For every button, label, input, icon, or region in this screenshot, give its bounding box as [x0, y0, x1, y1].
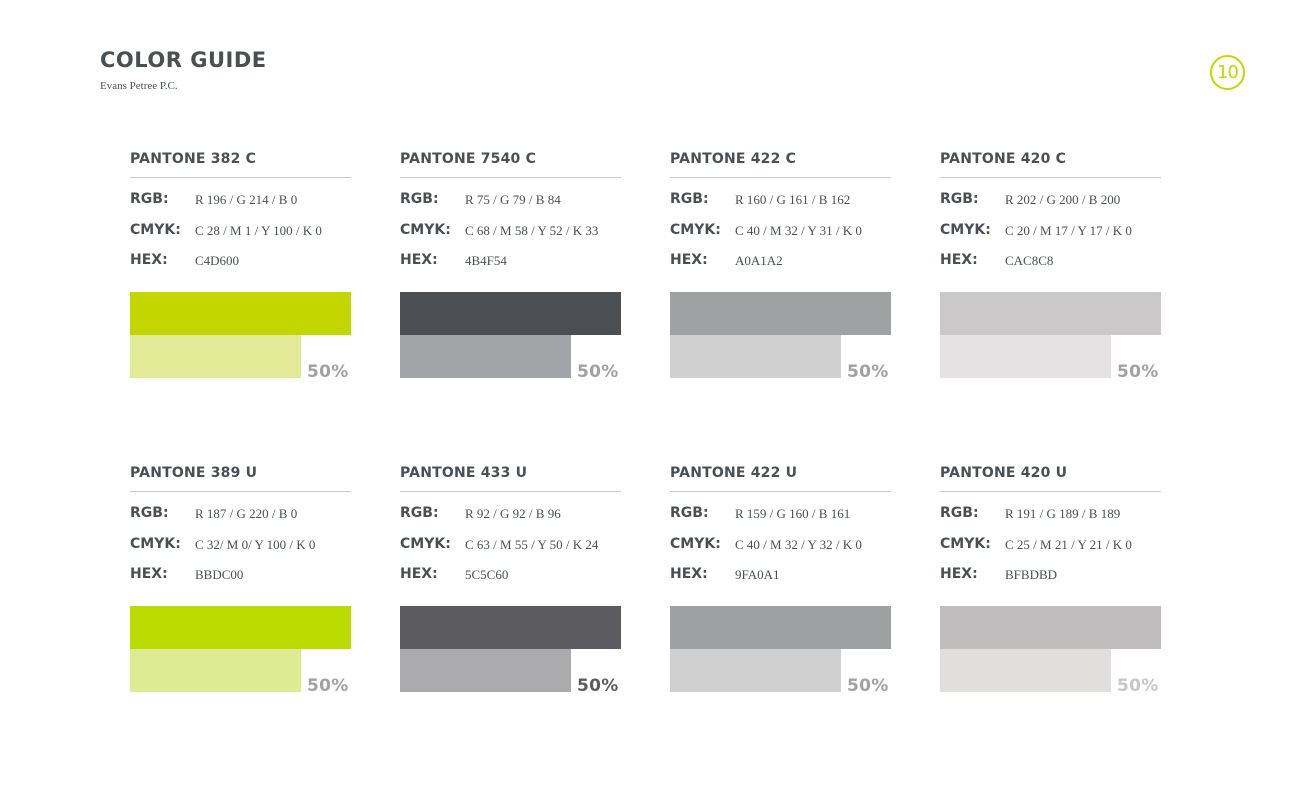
- divider: [130, 177, 351, 178]
- divider: [670, 491, 891, 492]
- cmyk-value: C 20 / M 17 / Y 17 / K 0: [1005, 223, 1132, 238]
- page-title: COLOR GUIDE: [100, 48, 267, 72]
- divider: [940, 491, 1161, 492]
- cmyk-value: C 40 / M 32 / Y 32 / K 0: [735, 537, 862, 552]
- swatch-name: PANTONE 420 C: [940, 151, 1067, 167]
- color-swatch-tint: [130, 649, 301, 692]
- cmyk-label: CMYK:: [130, 222, 181, 238]
- page-subtitle: Evans Petree P.C.: [100, 80, 178, 92]
- tint-percentage: 50%: [307, 676, 349, 696]
- cmyk-label: CMYK:: [670, 536, 721, 552]
- cmyk-label: CMYK:: [400, 222, 451, 238]
- hex-value: CAC8C8: [1005, 253, 1054, 268]
- swatch-card: PANTONE 382 C RGB: R 196 / G 214 / B 0 C…: [130, 151, 351, 281]
- swatch-name: PANTONE 420 U: [940, 465, 1068, 481]
- hex-label: HEX:: [940, 566, 978, 582]
- rgb-label: RGB:: [940, 505, 979, 521]
- tint-percentage: 50%: [1117, 362, 1159, 382]
- color-swatch-tint: [670, 649, 841, 692]
- divider: [400, 177, 621, 178]
- hex-value: BFBDBD: [1005, 567, 1058, 582]
- swatch-card: PANTONE 433 U RGB: R 92 / G 92 / B 96 CM…: [400, 465, 621, 595]
- cmyk-value: C 63 / M 55 / Y 50 / K 24: [465, 537, 599, 552]
- rgb-label: RGB:: [130, 505, 169, 521]
- color-swatch-tint: [940, 335, 1111, 378]
- divider: [940, 177, 1161, 178]
- swatch-card: PANTONE 420 U RGB: R 191 / G 189 / B 189…: [940, 465, 1161, 595]
- color-swatch-tint: [400, 335, 571, 378]
- swatch-name: PANTONE 422 U: [670, 465, 798, 481]
- color-swatch-full: [940, 292, 1161, 335]
- tint-percentage: 50%: [847, 362, 889, 382]
- rgb-value: R 191 / G 189 / B 189: [1005, 506, 1121, 521]
- cmyk-label: CMYK:: [670, 222, 721, 238]
- hex-label: HEX:: [940, 252, 978, 268]
- color-swatch-full: [400, 292, 621, 335]
- hex-label: HEX:: [130, 566, 168, 582]
- color-swatch-full: [400, 606, 621, 649]
- rgb-value: R 159 / G 160 / B 161: [735, 506, 851, 521]
- cmyk-value: C 68 / M 58 / Y 52 / K 33: [465, 223, 599, 238]
- tint-percentage: 50%: [577, 362, 619, 382]
- hex-value: 5C5C60: [465, 567, 509, 582]
- divider: [130, 491, 351, 492]
- cmyk-label: CMYK:: [400, 536, 451, 552]
- rgb-label: RGB:: [670, 191, 709, 207]
- color-swatch-full: [130, 606, 351, 649]
- page-number-badge: 10: [1210, 55, 1245, 90]
- rgb-label: RGB:: [400, 505, 439, 521]
- cmyk-value: C 25 / M 21 / Y 21 / K 0: [1005, 537, 1132, 552]
- swatch-name: PANTONE 382 C: [130, 151, 257, 167]
- hex-label: HEX:: [400, 566, 438, 582]
- rgb-value: R 196 / G 214 / B 0: [195, 192, 298, 207]
- cmyk-label: CMYK:: [940, 222, 991, 238]
- cmyk-label: CMYK:: [940, 536, 991, 552]
- color-swatch-full: [130, 292, 351, 335]
- cmyk-label: CMYK:: [130, 536, 181, 552]
- hex-label: HEX:: [670, 252, 708, 268]
- swatch-name: PANTONE 422 C: [670, 151, 797, 167]
- rgb-value: R 75 / G 79 / B 84: [465, 192, 561, 207]
- rgb-value: R 202 / G 200 / B 200: [1005, 192, 1121, 207]
- rgb-label: RGB:: [940, 191, 979, 207]
- swatch-card: PANTONE 420 C RGB: R 202 / G 200 / B 200…: [940, 151, 1161, 281]
- color-swatch-tint: [670, 335, 841, 378]
- hex-label: HEX:: [130, 252, 168, 268]
- swatch-card: PANTONE 422 C RGB: R 160 / G 161 / B 162…: [670, 151, 891, 281]
- color-swatch-full: [670, 292, 891, 335]
- color-swatch-tint: [940, 649, 1111, 692]
- tint-percentage: 50%: [307, 362, 349, 382]
- color-swatch-full: [940, 606, 1161, 649]
- swatch-card: PANTONE 7540 C RGB: R 75 / G 79 / B 84 C…: [400, 151, 621, 281]
- tint-percentage: 50%: [1117, 676, 1159, 696]
- swatch-name: PANTONE 389 U: [130, 465, 258, 481]
- cmyk-value: C 28 / M 1 / Y 100 / K 0: [195, 223, 322, 238]
- cmyk-value: C 32/ M 0/ Y 100 / K 0: [195, 537, 316, 552]
- rgb-value: R 160 / G 161 / B 162: [735, 192, 851, 207]
- rgb-label: RGB:: [670, 505, 709, 521]
- rgb-label: RGB:: [130, 191, 169, 207]
- hex-label: HEX:: [670, 566, 708, 582]
- tint-percentage: 50%: [847, 676, 889, 696]
- hex-value: 4B4F54: [465, 253, 507, 268]
- rgb-value: R 92 / G 92 / B 96: [465, 506, 561, 521]
- rgb-value: R 187 / G 220 / B 0: [195, 506, 298, 521]
- divider: [670, 177, 891, 178]
- hex-value: C4D600: [195, 253, 240, 268]
- rgb-label: RGB:: [400, 191, 439, 207]
- color-swatch-tint: [130, 335, 301, 378]
- swatch-name: PANTONE 433 U: [400, 465, 528, 481]
- hex-value: 9FA0A1: [735, 567, 780, 582]
- color-swatch-full: [670, 606, 891, 649]
- color-swatch-tint: [400, 649, 571, 692]
- hex-value: BBDC00: [195, 567, 244, 582]
- divider: [400, 491, 621, 492]
- tint-percentage: 50%: [577, 676, 619, 696]
- swatch-name: PANTONE 7540 C: [400, 151, 537, 167]
- swatch-card: PANTONE 389 U RGB: R 187 / G 220 / B 0 C…: [130, 465, 351, 595]
- cmyk-value: C 40 / M 32 / Y 31 / K 0: [735, 223, 862, 238]
- hex-label: HEX:: [400, 252, 438, 268]
- hex-value: A0A1A2: [735, 253, 783, 268]
- swatch-card: PANTONE 422 U RGB: R 159 / G 160 / B 161…: [670, 465, 891, 595]
